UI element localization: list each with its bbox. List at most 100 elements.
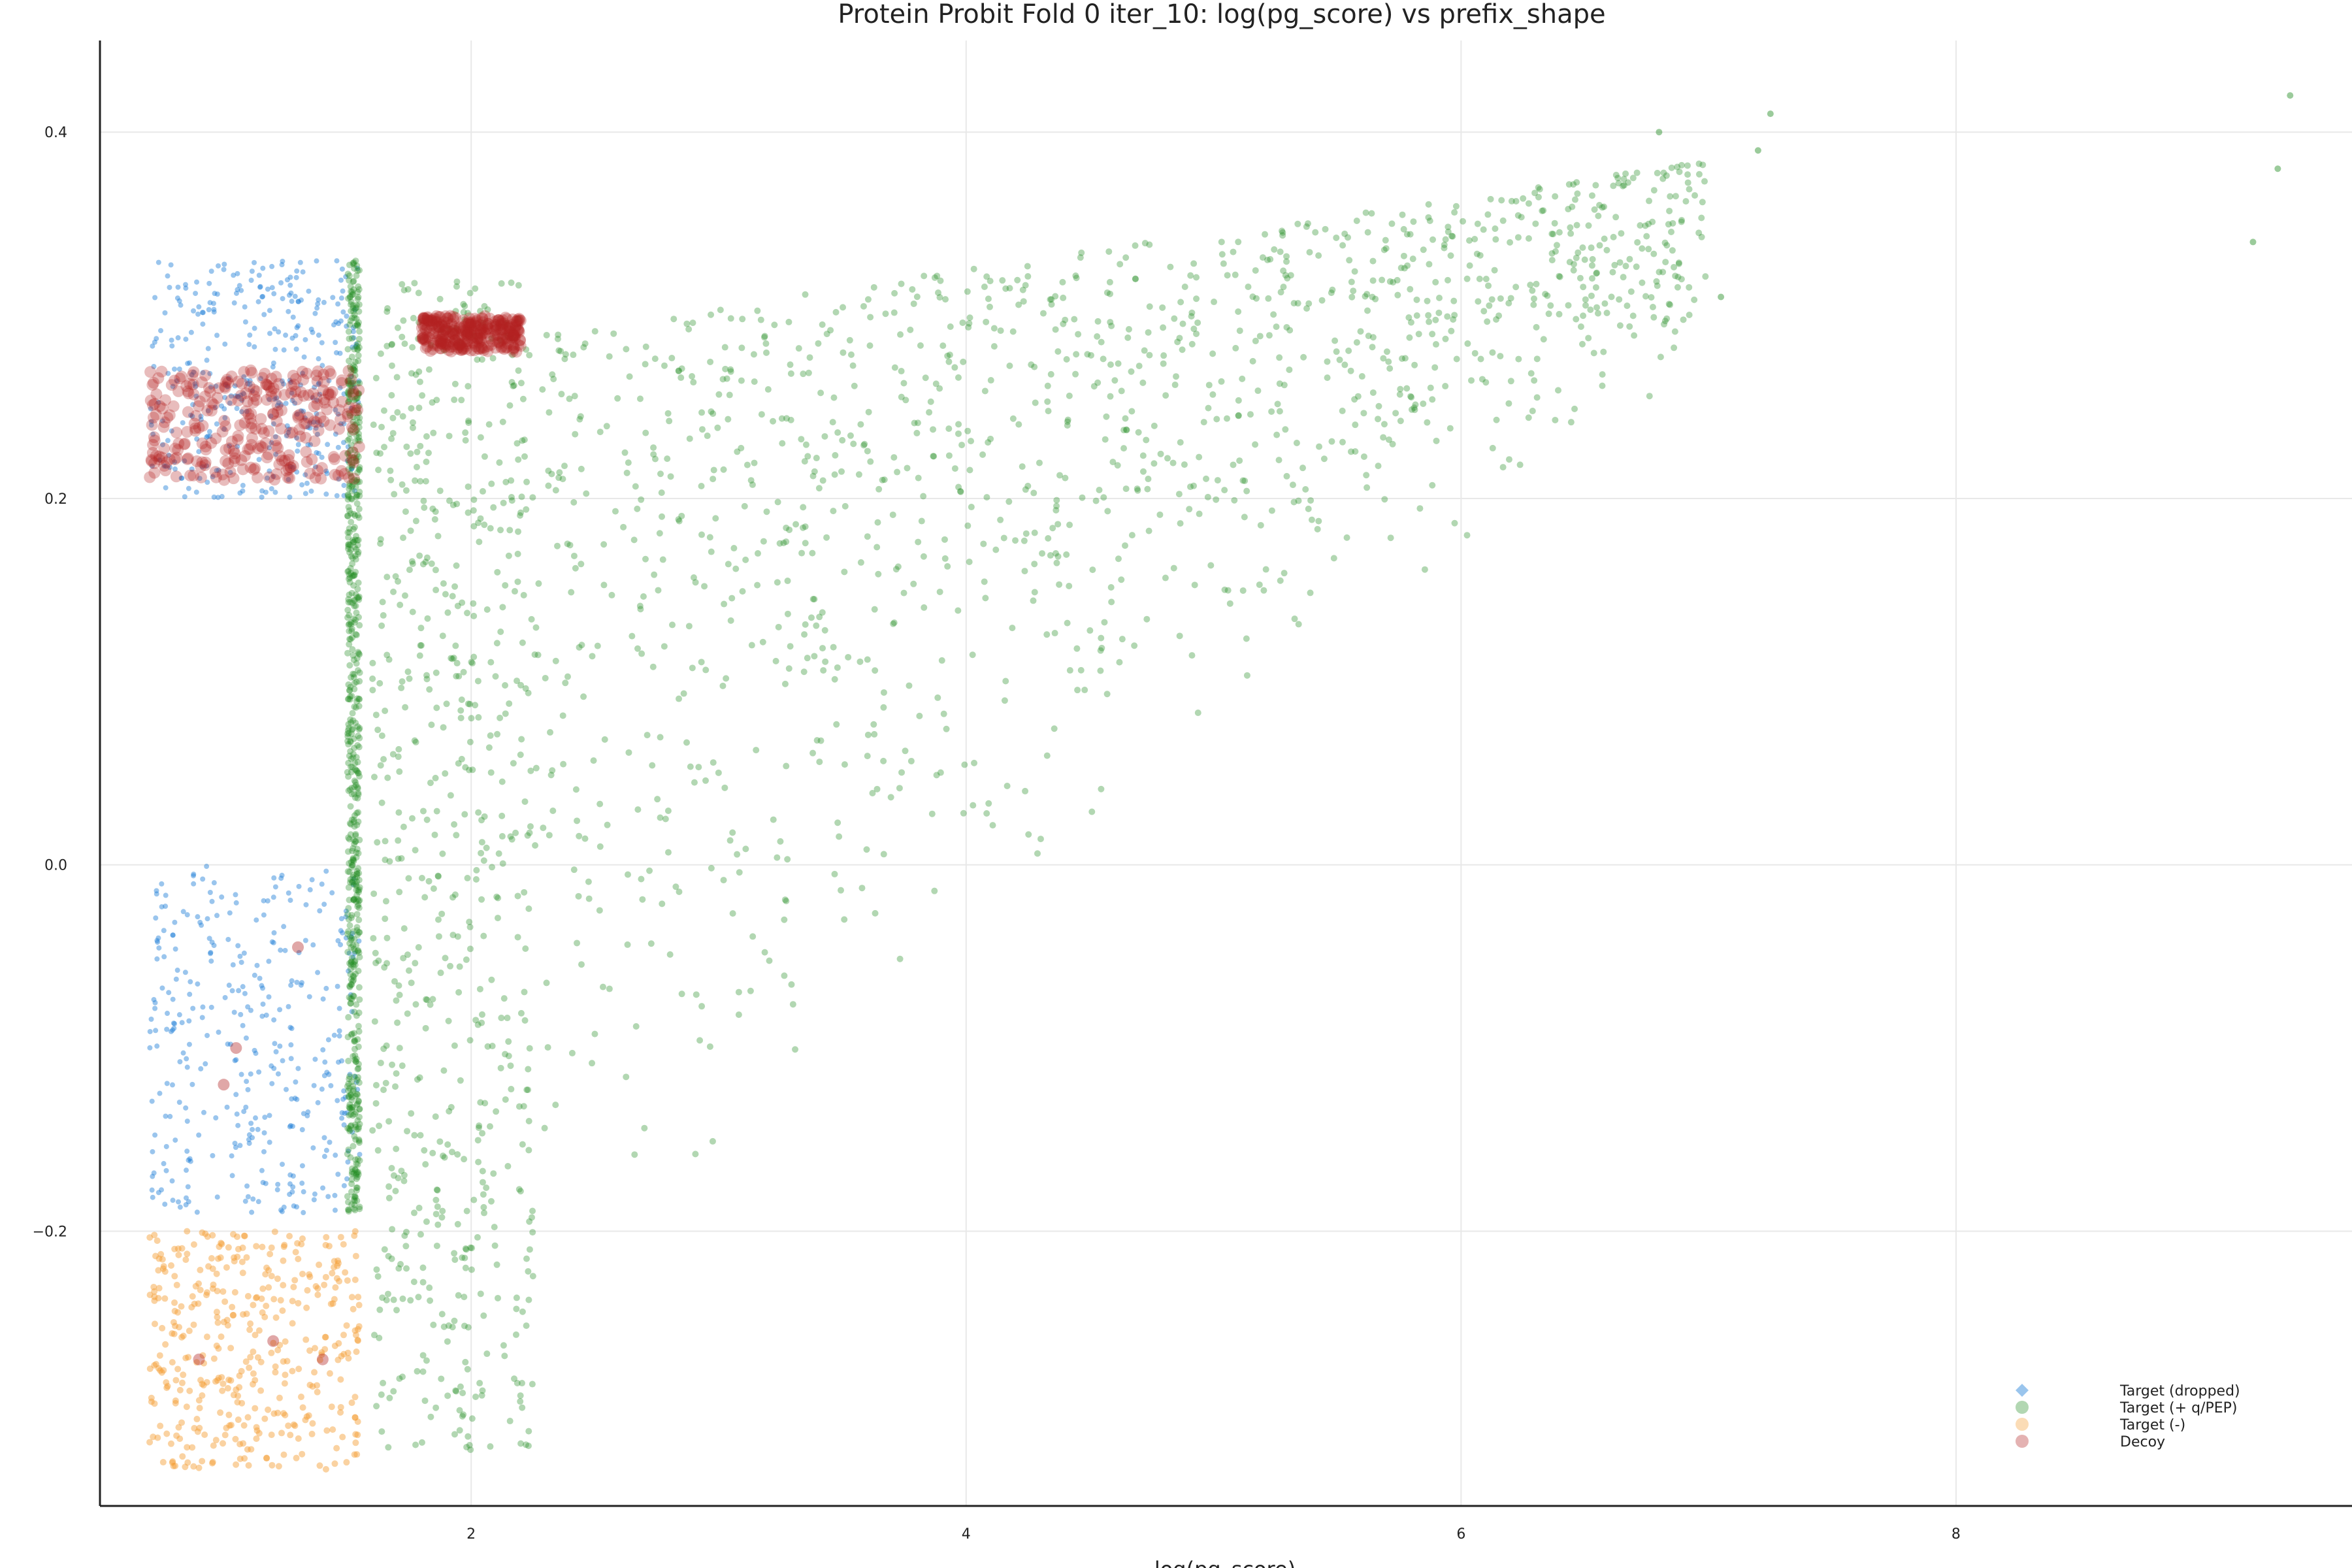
data-point [1077,254,1084,261]
data-point [455,760,462,767]
data-point [356,478,363,485]
data-point [453,1388,460,1395]
data-point [253,917,259,923]
data-point [353,427,361,434]
data-point [210,301,216,306]
data-point [287,274,293,280]
data-point [1698,214,1705,221]
data-point [478,1011,485,1018]
data-point [200,370,206,376]
data-point [355,876,363,883]
data-point [272,442,284,454]
data-point [218,1333,225,1340]
data-point [1157,450,1164,457]
data-point [409,419,416,426]
data-point [373,449,380,457]
data-point [341,421,347,427]
data-point [186,1018,192,1024]
data-point [941,536,948,543]
data-point [344,1198,351,1205]
data-point [985,295,992,302]
data-point [206,429,212,434]
data-point [407,527,414,534]
data-point [1463,532,1471,539]
data-point [421,504,428,512]
data-point [968,504,975,511]
data-point [353,898,360,905]
data-point [336,1028,342,1034]
data-point [601,736,608,743]
data-point [449,593,456,600]
data-point [347,372,354,380]
data-point [355,1171,362,1178]
data-point [596,843,604,850]
data-point [1090,383,1098,390]
data-point [857,658,864,665]
data-point [356,492,363,499]
data-point [990,325,998,332]
data-point [521,889,528,896]
data-point [571,393,578,400]
data-point [1064,416,1071,423]
data-point [1009,328,1017,335]
data-point [1421,566,1428,573]
data-point [1578,340,1586,348]
data-point [350,751,357,758]
data-point [484,1043,491,1050]
data-point [385,1118,393,1125]
data-point [747,987,754,994]
data-point [294,1204,300,1210]
data-point [149,1187,155,1193]
data-point [351,1036,358,1043]
data-point [1194,319,1201,326]
data-point [344,730,351,737]
data-point [345,759,352,766]
data-point [465,483,472,490]
data-point [408,404,415,412]
data-point [1603,246,1610,253]
data-point [472,285,479,292]
data-point [268,1273,275,1280]
data-point [409,560,416,567]
data-point [351,512,359,519]
data-point [987,278,994,285]
data-point [344,911,351,918]
data-point [678,512,685,519]
data-point [259,367,271,380]
data-point [1036,459,1043,466]
data-point [526,1045,533,1052]
data-point [1015,421,1022,428]
data-point [211,309,217,315]
data-point [1276,380,1283,387]
data-point [723,675,730,682]
data-point [213,1115,219,1120]
data-point [1266,332,1273,339]
data-point [770,816,777,823]
data-point [1485,282,1492,289]
data-point [416,404,423,412]
data-point [827,327,834,334]
data-point [1599,382,1606,389]
data-point [287,897,293,903]
data-point [603,423,610,430]
data-point [345,1206,352,1213]
data-point [299,1235,306,1242]
data-point [336,1005,342,1011]
data-point [1054,521,1062,528]
data-point [1671,344,1678,351]
data-point [1512,198,1520,205]
data-point [337,1403,344,1411]
data-point [1550,231,1557,238]
data-point [1078,249,1085,256]
data-point [349,1165,356,1172]
data-point [840,349,847,356]
data-point [1507,378,1514,385]
data-point [351,488,357,494]
data-point [891,289,898,297]
data-point [355,301,363,308]
data-point [372,949,379,956]
data-point [444,1392,451,1399]
data-point [696,1037,704,1044]
data-point [287,1124,293,1130]
data-point [997,516,1004,523]
